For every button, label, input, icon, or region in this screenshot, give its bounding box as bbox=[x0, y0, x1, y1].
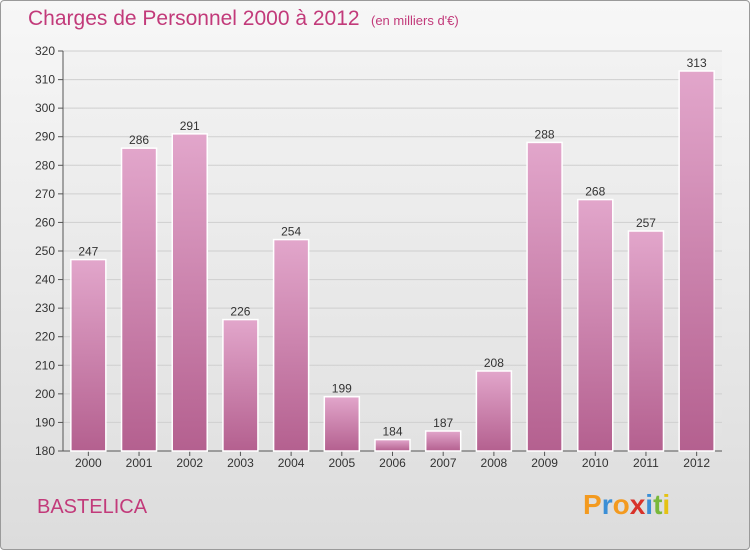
data-label-2002: 291 bbox=[180, 119, 200, 133]
x-tick-label-2002: 2002 bbox=[176, 456, 203, 470]
y-tick-label: 180 bbox=[35, 444, 55, 458]
bar-2001 bbox=[120, 147, 158, 452]
axes: 180 190 200 210 220 230 240 250 260 270 280 290 300 3… bbox=[35, 44, 722, 470]
logo-letter: t bbox=[653, 489, 663, 520]
y-tick-label: 210 bbox=[35, 358, 55, 372]
logo-letter: r bbox=[601, 489, 613, 520]
data-label-2007: 187 bbox=[433, 416, 453, 430]
y-tick-label: 260 bbox=[35, 215, 55, 229]
y-tick-label: 310 bbox=[35, 73, 55, 87]
bar-2009 bbox=[526, 141, 563, 452]
data-label-2008: 208 bbox=[484, 356, 504, 370]
y-tick-label: 320 bbox=[35, 44, 55, 58]
x-tick-label-2000: 2000 bbox=[75, 456, 102, 470]
y-tick-label: 280 bbox=[35, 158, 55, 172]
logo-letter: i bbox=[662, 489, 671, 520]
bar-2005 bbox=[323, 395, 361, 452]
bar-2000 bbox=[70, 258, 107, 452]
y-tick-label: 290 bbox=[35, 130, 55, 144]
bar-2006 bbox=[374, 438, 411, 452]
logo-letter: o bbox=[612, 489, 630, 520]
place-name: BASTELICA bbox=[37, 496, 148, 518]
x-tick-label-2011: 2011 bbox=[633, 456, 659, 470]
y-tick-label: 200 bbox=[35, 387, 55, 401]
y-tick-label: 230 bbox=[35, 301, 55, 315]
data-label-2000: 247 bbox=[78, 245, 98, 259]
x-tick-label-2008: 2008 bbox=[481, 456, 508, 470]
y-tick-label: 300 bbox=[35, 101, 55, 115]
y-tick-label: 220 bbox=[35, 330, 55, 344]
bars: 247 286 291 226 254 199 184 187 208 288 268 257 313 bbox=[70, 56, 715, 452]
bar-2011 bbox=[627, 230, 665, 452]
logo-letter: x bbox=[629, 489, 646, 520]
x-tick-label-2009: 2009 bbox=[531, 456, 558, 470]
data-label-2006: 184 bbox=[382, 425, 402, 439]
x-tick-label-2007: 2007 bbox=[430, 456, 457, 470]
bar-2004 bbox=[272, 238, 310, 452]
x-tick-label-2004: 2004 bbox=[278, 456, 305, 470]
data-label-2012: 313 bbox=[687, 56, 707, 70]
chart-subtitle: (en milliers d'€) bbox=[371, 13, 459, 28]
y-tick-label: 240 bbox=[35, 273, 55, 287]
data-label-2005: 199 bbox=[332, 382, 352, 396]
data-label-2004: 254 bbox=[281, 225, 301, 239]
logo-letter: i bbox=[645, 489, 654, 520]
y-tick-label: 250 bbox=[35, 244, 55, 258]
y-tick-label: 270 bbox=[35, 187, 55, 201]
x-tick-label-2012: 2012 bbox=[683, 456, 710, 470]
x-tick-label-2005: 2005 bbox=[328, 456, 355, 470]
data-label-2001: 286 bbox=[129, 133, 149, 147]
bar-2007 bbox=[424, 430, 462, 452]
x-tick-label-2010: 2010 bbox=[582, 456, 609, 470]
data-label-2011: 257 bbox=[636, 216, 656, 230]
y-tick-label: 190 bbox=[35, 415, 55, 429]
bar-2008 bbox=[475, 370, 513, 452]
x-tick-label-2001: 2001 bbox=[126, 456, 153, 470]
data-label-2009: 288 bbox=[535, 127, 555, 141]
proxiti-logo: Proxiti bbox=[583, 489, 670, 521]
x-tick-label-2006: 2006 bbox=[379, 456, 406, 470]
bar-2012 bbox=[678, 70, 715, 452]
x-tick-label-2003: 2003 bbox=[227, 456, 254, 470]
bar-2010 bbox=[577, 198, 614, 452]
bar-2003 bbox=[222, 318, 259, 452]
data-label-2003: 226 bbox=[230, 305, 250, 319]
logo-letter: P bbox=[583, 489, 602, 520]
bar-2002 bbox=[171, 133, 208, 452]
data-label-2010: 268 bbox=[585, 185, 605, 199]
chart-title: Charges de Personnel 2000 à 2012 bbox=[28, 7, 360, 30]
